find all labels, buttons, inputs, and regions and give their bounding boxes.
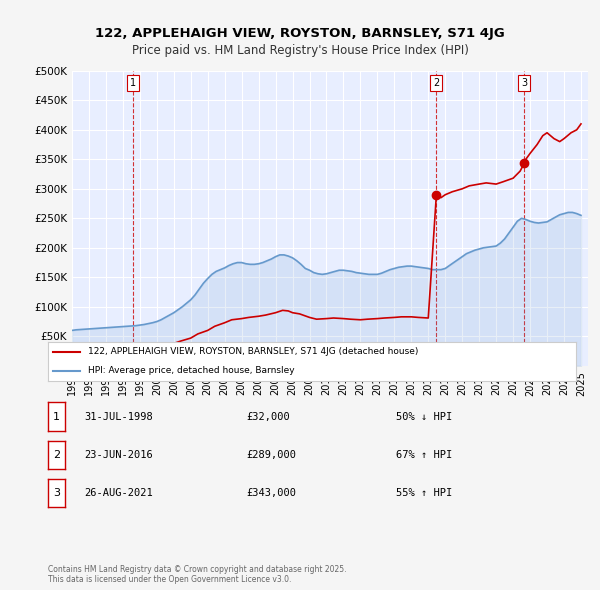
Text: HPI: Average price, detached house, Barnsley: HPI: Average price, detached house, Barn… [88,366,294,375]
Text: 122, APPLEHAIGH VIEW, ROYSTON, BARNSLEY, S71 4JG (detached house): 122, APPLEHAIGH VIEW, ROYSTON, BARNSLEY,… [88,348,418,356]
Text: Price paid vs. HM Land Registry's House Price Index (HPI): Price paid vs. HM Land Registry's House … [131,44,469,57]
Text: £32,000: £32,000 [246,412,290,421]
Text: £289,000: £289,000 [246,450,296,460]
Text: 3: 3 [53,489,60,498]
Text: Contains HM Land Registry data © Crown copyright and database right 2025.
This d: Contains HM Land Registry data © Crown c… [48,565,347,584]
Text: 31-JUL-1998: 31-JUL-1998 [84,412,153,421]
Text: 3: 3 [521,78,527,87]
Text: 2: 2 [53,450,60,460]
Text: 122, APPLEHAIGH VIEW, ROYSTON, BARNSLEY, S71 4JG: 122, APPLEHAIGH VIEW, ROYSTON, BARNSLEY,… [95,27,505,40]
Text: 1: 1 [130,78,136,87]
Text: 55% ↑ HPI: 55% ↑ HPI [396,489,452,498]
Text: £343,000: £343,000 [246,489,296,498]
Text: 67% ↑ HPI: 67% ↑ HPI [396,450,452,460]
Text: 23-JUN-2016: 23-JUN-2016 [84,450,153,460]
Text: 50% ↓ HPI: 50% ↓ HPI [396,412,452,421]
Text: 2: 2 [433,78,439,87]
Text: 26-AUG-2021: 26-AUG-2021 [84,489,153,498]
Text: 1: 1 [53,412,60,421]
